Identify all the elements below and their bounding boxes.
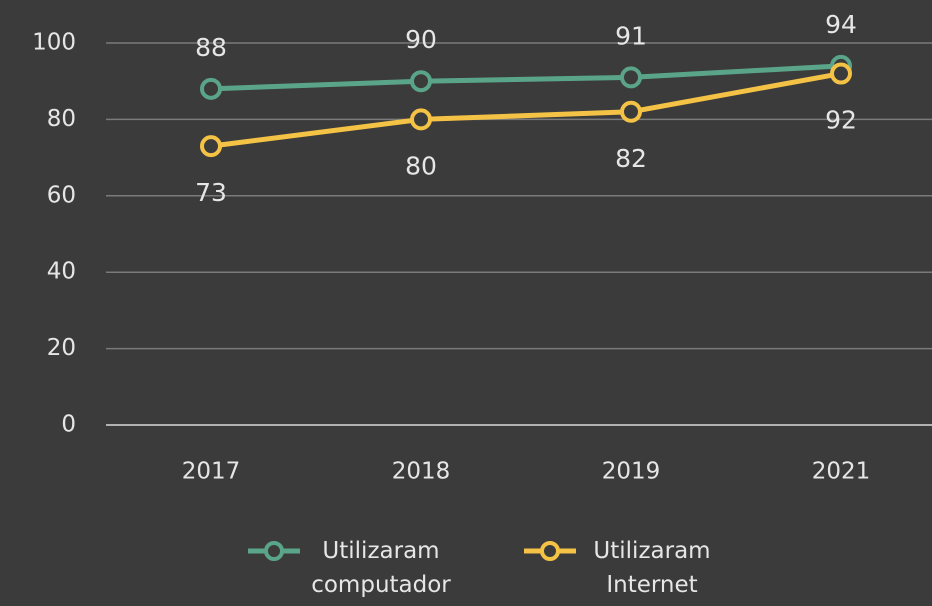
point-marker [620,66,642,89]
y-tick-label: 80 [47,106,76,132]
y-tick-label: 60 [47,182,76,208]
point-marker [410,108,432,131]
legend-label: Utilizaram Internet [593,538,711,598]
data-label: 73 [195,178,227,207]
y-tick-label: 40 [47,259,76,285]
x-tick-label: 2018 [392,459,451,485]
series-line [210,71,842,149]
point-marker [620,100,642,123]
x-tick-label: 2021 [812,459,871,485]
point-marker [830,62,852,85]
data-label: 82 [615,144,647,173]
x-tick-label: 2017 [182,459,241,485]
data-label: 88 [195,33,227,62]
x-tick-label: 2019 [602,459,661,485]
data-label: 91 [615,21,647,50]
y-tick-label: 100 [32,30,76,56]
legend-marker [264,541,284,561]
legend-label: Utilizaram computador [311,538,451,598]
data-label: 90 [405,25,437,54]
point-marker [200,77,222,100]
legend-marker [540,541,560,561]
data-label: 92 [825,106,857,135]
data-label: 80 [405,151,437,180]
point-marker [200,135,222,158]
y-tick-label: 0 [61,412,76,438]
y-tick-label: 20 [47,335,76,361]
series-line [210,63,842,92]
data-label: 94 [825,10,857,39]
point-marker [410,70,432,93]
